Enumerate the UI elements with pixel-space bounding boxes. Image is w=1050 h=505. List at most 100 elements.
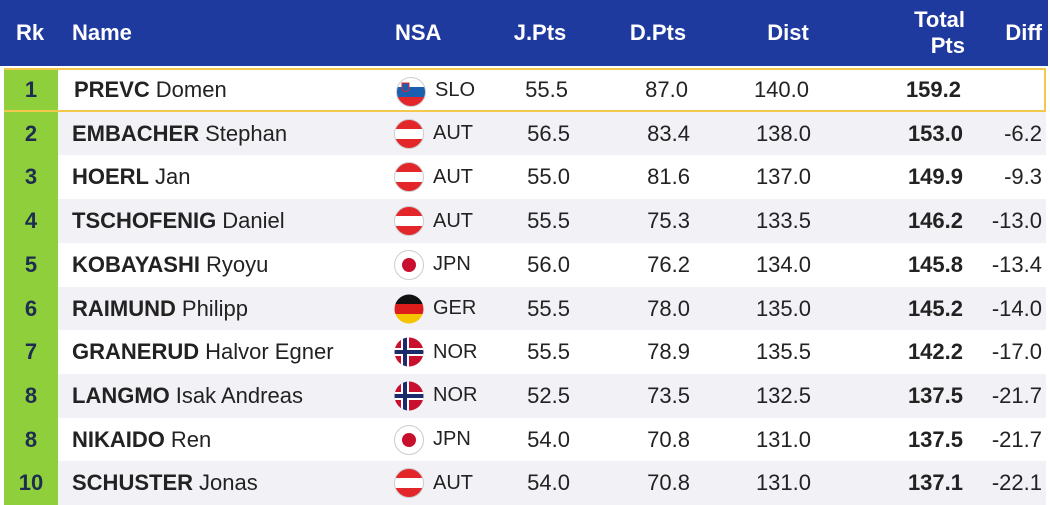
- dist-cell: 137.0: [755, 164, 811, 190]
- header-cell: D.Pts: [629, 20, 687, 45]
- rank-cell: 2: [4, 111, 58, 156]
- nsa-code: AUT: [433, 471, 473, 494]
- jpts-cell: 55.5: [527, 295, 570, 321]
- nsa-code: NOR: [433, 340, 478, 363]
- nsa-code: AUT: [433, 122, 473, 145]
- header-cell: Diff: [1005, 20, 1042, 45]
- surname: NIKAIDO: [72, 426, 165, 452]
- rank-cell: 1: [4, 70, 58, 110]
- flag-icon: [393, 249, 425, 281]
- flag-symbol: [393, 118, 425, 150]
- header-cell: Rk: [16, 20, 45, 45]
- nsa-code: NOR: [433, 384, 478, 407]
- nsa-code: AUT: [433, 165, 473, 188]
- given-name: Isak Andreas: [175, 382, 303, 408]
- flag-symbol: [393, 380, 425, 412]
- dist-cell: 131.0: [755, 426, 811, 452]
- flag-icon: [393, 118, 425, 150]
- athlete-name: LANGMO Isak Andreas: [72, 374, 303, 418]
- dist-cell: 131.0: [755, 470, 811, 496]
- surname: EMBACHER: [72, 120, 200, 146]
- result-row: 1 PREVC Domen SLO 55.5 87.0 140.0 159.2: [4, 68, 1046, 112]
- given-name: Jonas: [199, 470, 258, 496]
- surname: HOERL: [72, 164, 149, 190]
- dpts-cell: 83.4: [647, 120, 690, 146]
- athlete-name: EMBACHER Stephan: [72, 112, 287, 156]
- total-cell: 145.8: [907, 251, 963, 277]
- flag-icon: [393, 380, 425, 412]
- diff-cell: -6.2: [1004, 120, 1042, 146]
- nsa-code: JPN: [433, 253, 471, 276]
- rank-cell: 4: [4, 199, 58, 244]
- athlete-name: KOBAYASHI Ryoyu: [72, 243, 268, 287]
- dpts-cell: 76.2: [647, 251, 690, 277]
- athlete-name: SCHUSTER Jonas: [72, 461, 258, 505]
- header-cell: Name: [72, 20, 132, 45]
- result-row: 8 NIKAIDO Ren JPN 54.0 70.8 131.0 137.5 -21.7: [4, 417, 1046, 462]
- jpts-cell: 56.5: [527, 120, 570, 146]
- rank-cell: 10: [4, 461, 58, 505]
- jpts-cell: 56.0: [527, 251, 570, 277]
- flag-symbol: [393, 293, 425, 325]
- jpts-cell: 55.5: [527, 339, 570, 365]
- dpts-cell: 70.8: [647, 470, 690, 496]
- given-name: Halvor Egner: [205, 339, 334, 365]
- nsa-code: AUT: [433, 209, 473, 232]
- diff-cell: -9.3: [1004, 164, 1042, 190]
- diff-cell: -17.0: [991, 339, 1042, 365]
- nsa-code: JPN: [433, 428, 471, 451]
- flag-symbol: [393, 205, 425, 237]
- diff-cell: -13.0: [991, 208, 1042, 234]
- jpts-cell: 55.5: [525, 77, 568, 102]
- rank-cell: 5: [4, 242, 58, 287]
- total-cell: 149.9: [907, 164, 963, 190]
- athlete-name: TSCHOFENIG Daniel: [72, 199, 285, 243]
- total-cell: 153.0: [907, 120, 963, 146]
- flag-symbol: [395, 76, 427, 108]
- total-cell: 137.5: [907, 426, 963, 452]
- total-cell: 137.5: [907, 382, 963, 408]
- flag-icon: [393, 336, 425, 368]
- dpts-cell: 78.9: [647, 339, 690, 365]
- nsa-code: GER: [433, 297, 477, 319]
- dist-cell: 138.0: [755, 120, 811, 146]
- diff-cell: -22.1: [991, 470, 1042, 496]
- table-header: Rk Name NSA J.Pts D.Pts Dist Total Pts D…: [0, 0, 1048, 66]
- surname: LANGMO: [72, 382, 170, 408]
- flag-symbol: [393, 424, 425, 456]
- result-row: 3 HOERL Jan AUT 55.0 81.6 137.0 149.9 -9.3: [4, 155, 1046, 200]
- rank-cell: 6: [4, 286, 58, 331]
- dist-cell: 135.5: [755, 339, 811, 365]
- diff-cell: -14.0: [991, 295, 1042, 321]
- given-name: Philipp: [181, 295, 248, 321]
- dpts-cell: 73.5: [647, 382, 690, 408]
- dpts-cell: 81.6: [647, 164, 690, 190]
- header-cell: NSA: [395, 20, 442, 45]
- dist-cell: 132.5: [755, 382, 811, 408]
- flag-icon: [393, 293, 425, 325]
- dpts-cell: 87.0: [645, 77, 688, 102]
- total-cell: 142.2: [907, 339, 963, 365]
- result-row: 8 LANGMO Isak Andreas NOR 52.5 73.5 132.5 137.5…: [4, 373, 1046, 418]
- given-name: Domen: [155, 77, 227, 102]
- dpts-cell: 78.0: [647, 295, 690, 321]
- dist-cell: 133.5: [755, 208, 811, 234]
- dist-cell: 134.0: [755, 251, 811, 277]
- total-cell: 159.2: [905, 77, 961, 102]
- athlete-name: PREVC Domen: [74, 70, 227, 110]
- given-name: Stephan: [205, 120, 288, 146]
- flag-symbol: [393, 467, 425, 499]
- nsa-code: SLO: [435, 78, 476, 101]
- result-row: 5 KOBAYASHI Ryoyu JPN 56.0 76.2 134.0 145.8 -13.…: [4, 242, 1046, 287]
- jpts-cell: 55.5: [527, 208, 570, 234]
- header-cell: J.Pts: [513, 20, 567, 45]
- given-name: Ren: [170, 426, 212, 452]
- flag-icon: [393, 424, 425, 456]
- dist-cell: 135.0: [755, 295, 811, 321]
- flag-icon: [395, 76, 427, 108]
- surname: TSCHOFENIG: [72, 208, 217, 234]
- jpts-cell: 54.0: [527, 470, 570, 496]
- surname: RAIMUND: [72, 295, 176, 321]
- flag-symbol: [393, 336, 425, 368]
- rank-cell: 3: [4, 155, 58, 200]
